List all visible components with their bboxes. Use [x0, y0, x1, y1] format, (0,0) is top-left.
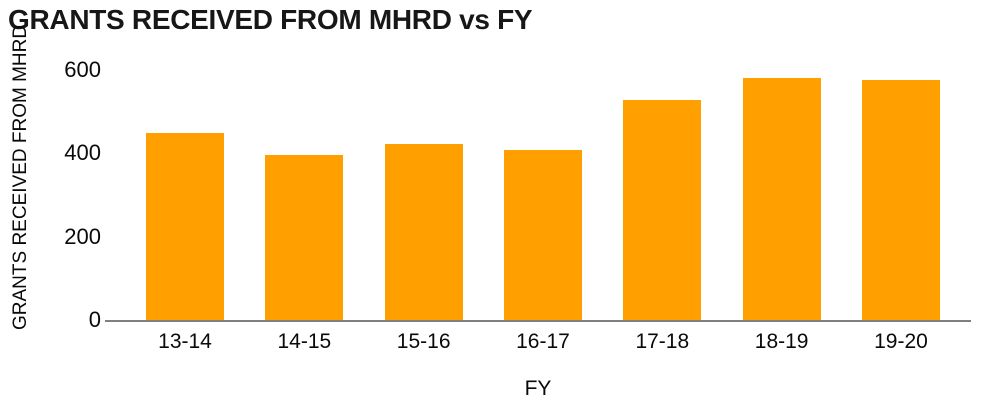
bar-19-20: [861, 80, 940, 320]
y-tick-label: 200: [64, 223, 101, 249]
chart-title: GRANTS RECEIVED FROM MHRD vs FY: [8, 4, 533, 35]
y-tick-label: 0: [88, 307, 101, 332]
x-tick-label: 19-20: [874, 330, 928, 353]
y-axis-ticks: 0 200 400 600: [0, 58, 101, 332]
y-tick-label: 600: [64, 57, 101, 82]
bar-16-17: [503, 150, 582, 320]
x-tick-label: 13-14: [158, 330, 212, 353]
bar-18-19: [742, 78, 821, 320]
x-tick-label: 18-19: [754, 330, 809, 353]
x-tick-label: 17-18: [635, 330, 690, 353]
bar-17-18: [623, 100, 702, 320]
bar-13-14: [146, 133, 224, 320]
x-tick-label: 16-17: [516, 330, 570, 353]
y-tick-label: 400: [64, 140, 101, 166]
plot-area: 13-14 14-15 15-16 16-17 17-18 18-19 19-20: [105, 70, 971, 353]
bar-15-16: [384, 144, 463, 320]
x-tick-label: 14-15: [277, 330, 332, 353]
x-axis-title: FY: [524, 377, 552, 400]
x-tick-label: 15-16: [396, 330, 451, 353]
bar-14-15: [265, 155, 344, 320]
